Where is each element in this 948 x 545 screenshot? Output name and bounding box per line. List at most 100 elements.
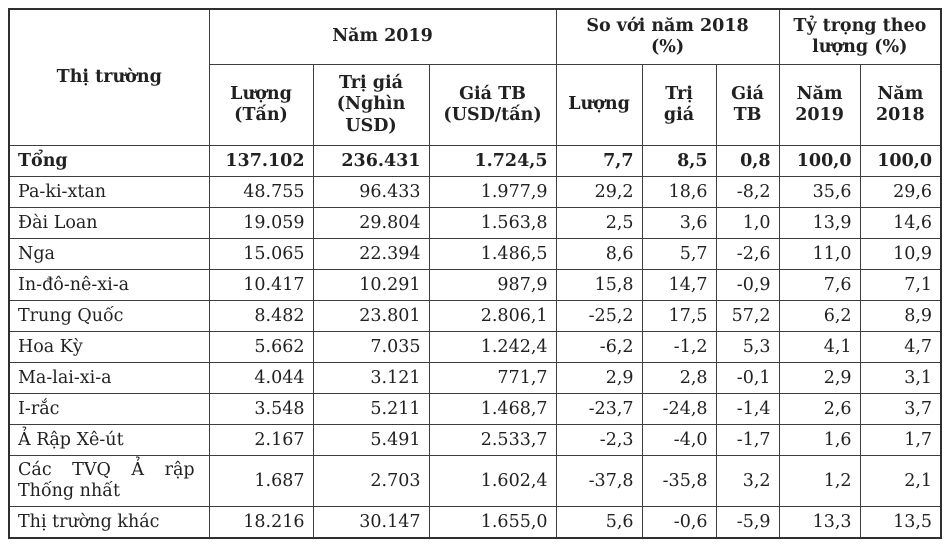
table-header: Thị trường Năm 2019 So với năm 2018 (%) … (8, 8, 942, 146)
value-cell: -1,4 (715, 393, 780, 425)
value-cell: 771,7 (428, 362, 557, 394)
value-cell: 236.431 (312, 145, 430, 177)
table-row: Ma-lai-xi-a 4.044 3.121 771,7 2,9 2,8 -0,1 2,9 3… (8, 362, 942, 394)
value-cell: 1,2 (778, 455, 861, 507)
market-label: Ả Rập Xê-út (8, 424, 210, 456)
value-cell: 2.167 (208, 424, 314, 456)
value-cell: 96.433 (312, 176, 430, 208)
value-cell: 14,7 (641, 269, 717, 301)
value-cell: 17,5 (641, 300, 717, 332)
value-cell: 22.394 (312, 238, 430, 270)
value-cell: -4,0 (641, 424, 717, 456)
value-cell: 0,8 (715, 145, 780, 177)
subheader-volume-change: Lượng (555, 64, 643, 146)
value-cell: 1.724,5 (428, 145, 557, 177)
value-cell: 100,0 (778, 145, 861, 177)
value-cell: 5,6 (555, 506, 643, 539)
value-cell: -23,7 (555, 393, 643, 425)
value-cell: 3,6 (641, 207, 717, 239)
value-cell: 35,6 (778, 176, 861, 208)
value-cell: 3.548 (208, 393, 314, 425)
value-cell: 100,0 (859, 145, 942, 177)
subheader-avg-price-usd-per-ton: Giá TB (USD/tấn) (428, 64, 557, 146)
market-label: Trung Quốc (8, 300, 210, 332)
value-cell: 7,6 (778, 269, 861, 301)
value-cell: 1,7 (859, 424, 942, 456)
value-cell: 1.687 (208, 455, 314, 507)
group-header-share-by-volume: Tỷ trọng theo lượng (%) (778, 8, 942, 65)
value-cell: 3,1 (859, 362, 942, 394)
value-cell: 8,6 (555, 238, 643, 270)
sub-header-row: Lượng (Tấn) Trị giá (Nghìn USD) Giá TB (… (9, 64, 942, 146)
value-cell: 8,5 (641, 145, 717, 177)
value-cell: 57,2 (715, 300, 780, 332)
value-cell: -2,6 (715, 238, 780, 270)
market-label: In-đô-nê-xi-a (8, 269, 210, 301)
value-cell: 10.417 (208, 269, 314, 301)
table-row: Pa-ki-xtan 48.755 96.433 1.977,9 29,2 18,6 -8,… (8, 176, 942, 208)
market-label: Hoa Kỳ (8, 331, 210, 363)
value-cell: 13,9 (778, 207, 861, 239)
trade-statistics-table: Thị trường Năm 2019 So với năm 2018 (%) … (8, 8, 943, 539)
table-row: Tổng 137.102 236.431 1.724,5 7,7 8,5 0,8 100,0 1… (8, 145, 942, 177)
table-row: Các TVQ Ả rập Thống nhất 1.687 2.703 1.602,… (8, 455, 942, 507)
market-label: Thị trường khác (8, 506, 210, 539)
table-row: Nga 15.065 22.394 1.486,5 8,6 5,7 -2,6 11,0 10,9 (8, 238, 942, 270)
value-cell: 8.482 (208, 300, 314, 332)
value-cell: 1.242,4 (428, 331, 557, 363)
subheader-value-thousand-usd: Trị giá (Nghìn USD) (312, 64, 430, 146)
value-cell: 10.291 (312, 269, 430, 301)
value-cell: 7.035 (312, 331, 430, 363)
value-cell: -1,7 (715, 424, 780, 456)
value-cell: 15.065 (208, 238, 314, 270)
corner-header-market: Thị trường (8, 8, 210, 146)
subheader-share-2019: Năm 2019 (778, 64, 861, 146)
subheader-value-change: Trị giá (641, 64, 717, 146)
value-cell: 29,2 (555, 176, 643, 208)
value-cell: 987,9 (428, 269, 557, 301)
value-cell: 4,7 (859, 331, 942, 363)
table-row: In-đô-nê-xi-a 10.417 10.291 987,9 15,8 14,7 -0… (8, 269, 942, 301)
value-cell: 7,7 (555, 145, 643, 177)
value-cell: 137.102 (208, 145, 314, 177)
table-row: Thị trường khác 18.216 30.147 1.655,0 5,6 -0,… (8, 506, 942, 539)
value-cell: 2,5 (555, 207, 643, 239)
value-cell: -0,9 (715, 269, 780, 301)
subheader-volume-tons: Lượng (Tấn) (208, 64, 314, 146)
value-cell: -24,8 (641, 393, 717, 425)
value-cell: 29,6 (859, 176, 942, 208)
value-cell: 11,0 (778, 238, 861, 270)
value-cell: 4.044 (208, 362, 314, 394)
value-cell: 1.468,7 (428, 393, 557, 425)
value-cell: 3.121 (312, 362, 430, 394)
market-label: Tổng (8, 145, 210, 177)
value-cell: 5.662 (208, 331, 314, 363)
value-cell: 48.755 (208, 176, 314, 208)
table-row: Ả Rập Xê-út 2.167 5.491 2.533,7 -2,3 -4,0 -1,7… (8, 424, 942, 456)
value-cell: 1,0 (715, 207, 780, 239)
value-cell: 2.703 (312, 455, 430, 507)
table-body: Tổng 137.102 236.431 1.724,5 7,7 8,5 0,8 100,0 1… (8, 145, 942, 539)
market-label: Nga (8, 238, 210, 270)
value-cell: 2.806,1 (428, 300, 557, 332)
value-cell: 5.491 (312, 424, 430, 456)
value-cell: -8,2 (715, 176, 780, 208)
value-cell: 3,2 (715, 455, 780, 507)
value-cell: 1,6 (778, 424, 861, 456)
value-cell: 19.059 (208, 207, 314, 239)
value-cell: 13,3 (778, 506, 861, 539)
value-cell: 23.801 (312, 300, 430, 332)
value-cell: 18,6 (641, 176, 717, 208)
document-page: Thị trường Năm 2019 So với năm 2018 (%) … (0, 8, 948, 545)
group-header-row: Thị trường Năm 2019 So với năm 2018 (%) … (8, 8, 942, 146)
table-row: Đài Loan 19.059 29.804 1.563,8 2,5 3,6 1,0 13,9… (8, 207, 942, 239)
market-label: Đài Loan (8, 207, 210, 239)
value-cell: -35,8 (641, 455, 717, 507)
value-cell: 30.147 (312, 506, 430, 539)
value-cell: 29.804 (312, 207, 430, 239)
value-cell: 1.602,4 (428, 455, 557, 507)
market-label: Pa-ki-xtan (8, 176, 210, 208)
value-cell: -0,1 (715, 362, 780, 394)
value-cell: -1,2 (641, 331, 717, 363)
value-cell: 15,8 (555, 269, 643, 301)
